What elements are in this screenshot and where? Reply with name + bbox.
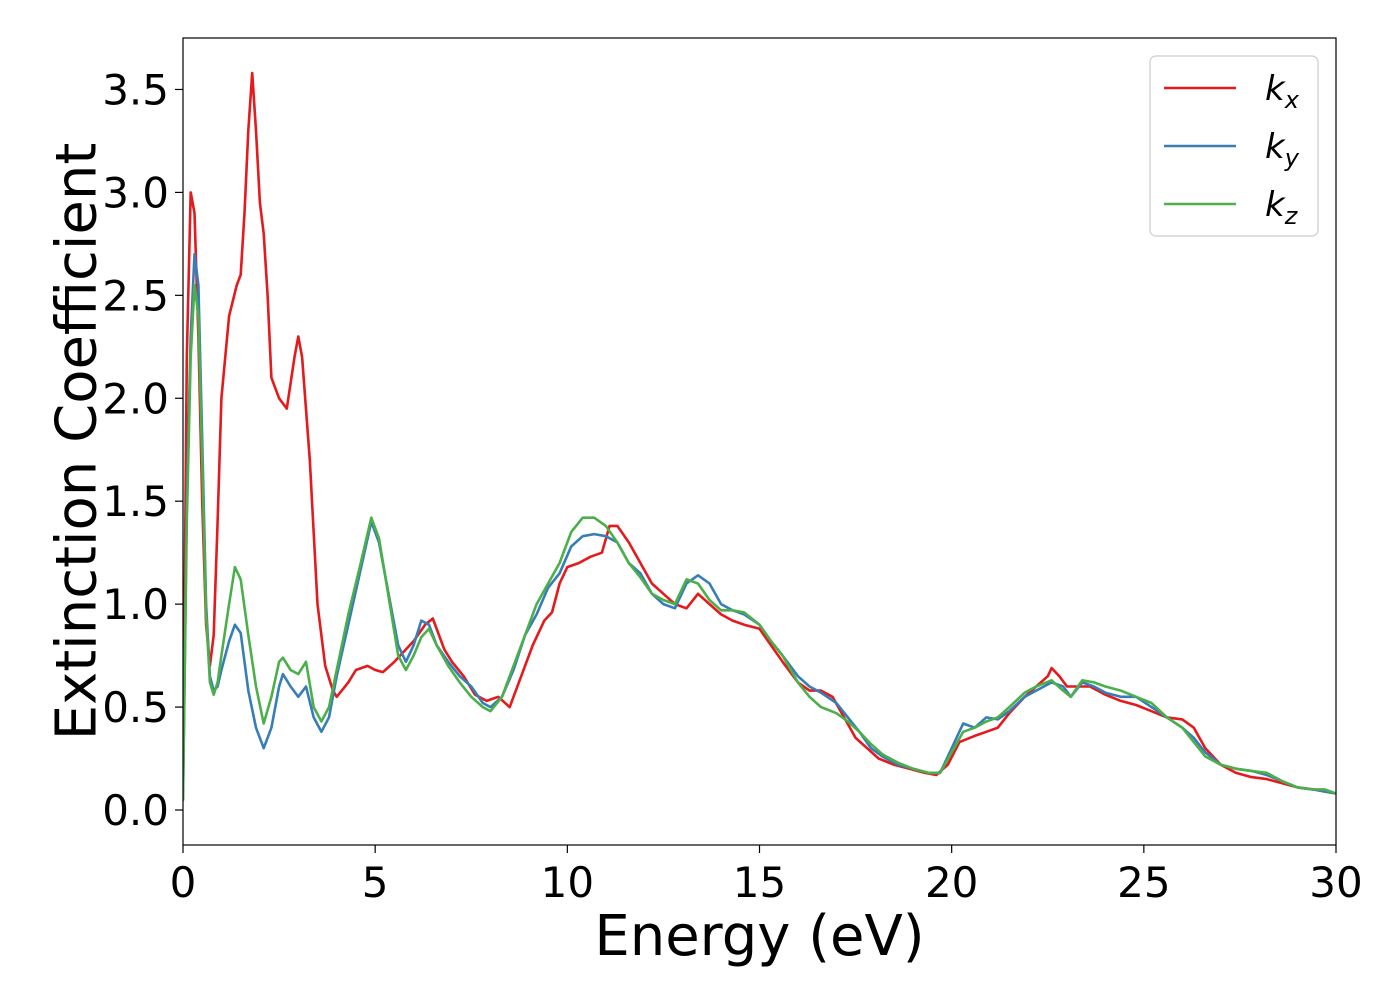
y-tick-label: 0.0	[102, 786, 169, 835]
y-tick-label: 1.0	[102, 580, 169, 629]
x-tick-label: 10	[541, 858, 594, 907]
legend-label-ky: ky	[1265, 127, 1300, 172]
series-line-kz	[183, 283, 1336, 801]
x-tick-label: 20	[925, 858, 978, 907]
x-tick-label: 25	[1117, 858, 1170, 907]
y-tick-label: 3.5	[102, 65, 169, 114]
x-tick-label: 5	[362, 858, 389, 907]
y-axis-ticks: 0.0 0.5 1.0 1.5 2.0 2.5 3.0 3.5	[102, 65, 183, 835]
x-tick-label: 30	[1309, 858, 1362, 907]
y-tick-label: 0.5	[102, 683, 169, 732]
legend: kx ky kz	[1149, 55, 1319, 237]
y-tick-label: 2.0	[102, 374, 169, 423]
series-line-kx	[183, 71, 1336, 795]
y-tick-label: 1.5	[102, 477, 169, 526]
series-line-ky	[183, 252, 1336, 801]
x-axis-ticks: 0 5 10 15 20 25 30	[170, 845, 1363, 907]
x-axis-label: Energy (eV)	[594, 904, 924, 969]
y-tick-label: 2.5	[102, 271, 169, 320]
legend-label-kz: kz	[1265, 185, 1299, 230]
series-layer	[183, 71, 1336, 801]
y-axis-label: Extinction Coefficient	[45, 143, 110, 741]
y-tick-label: 3.0	[102, 168, 169, 217]
x-tick-label: 0	[170, 858, 197, 907]
x-tick-label: 15	[733, 858, 786, 907]
legend-label-kx: kx	[1265, 69, 1300, 114]
